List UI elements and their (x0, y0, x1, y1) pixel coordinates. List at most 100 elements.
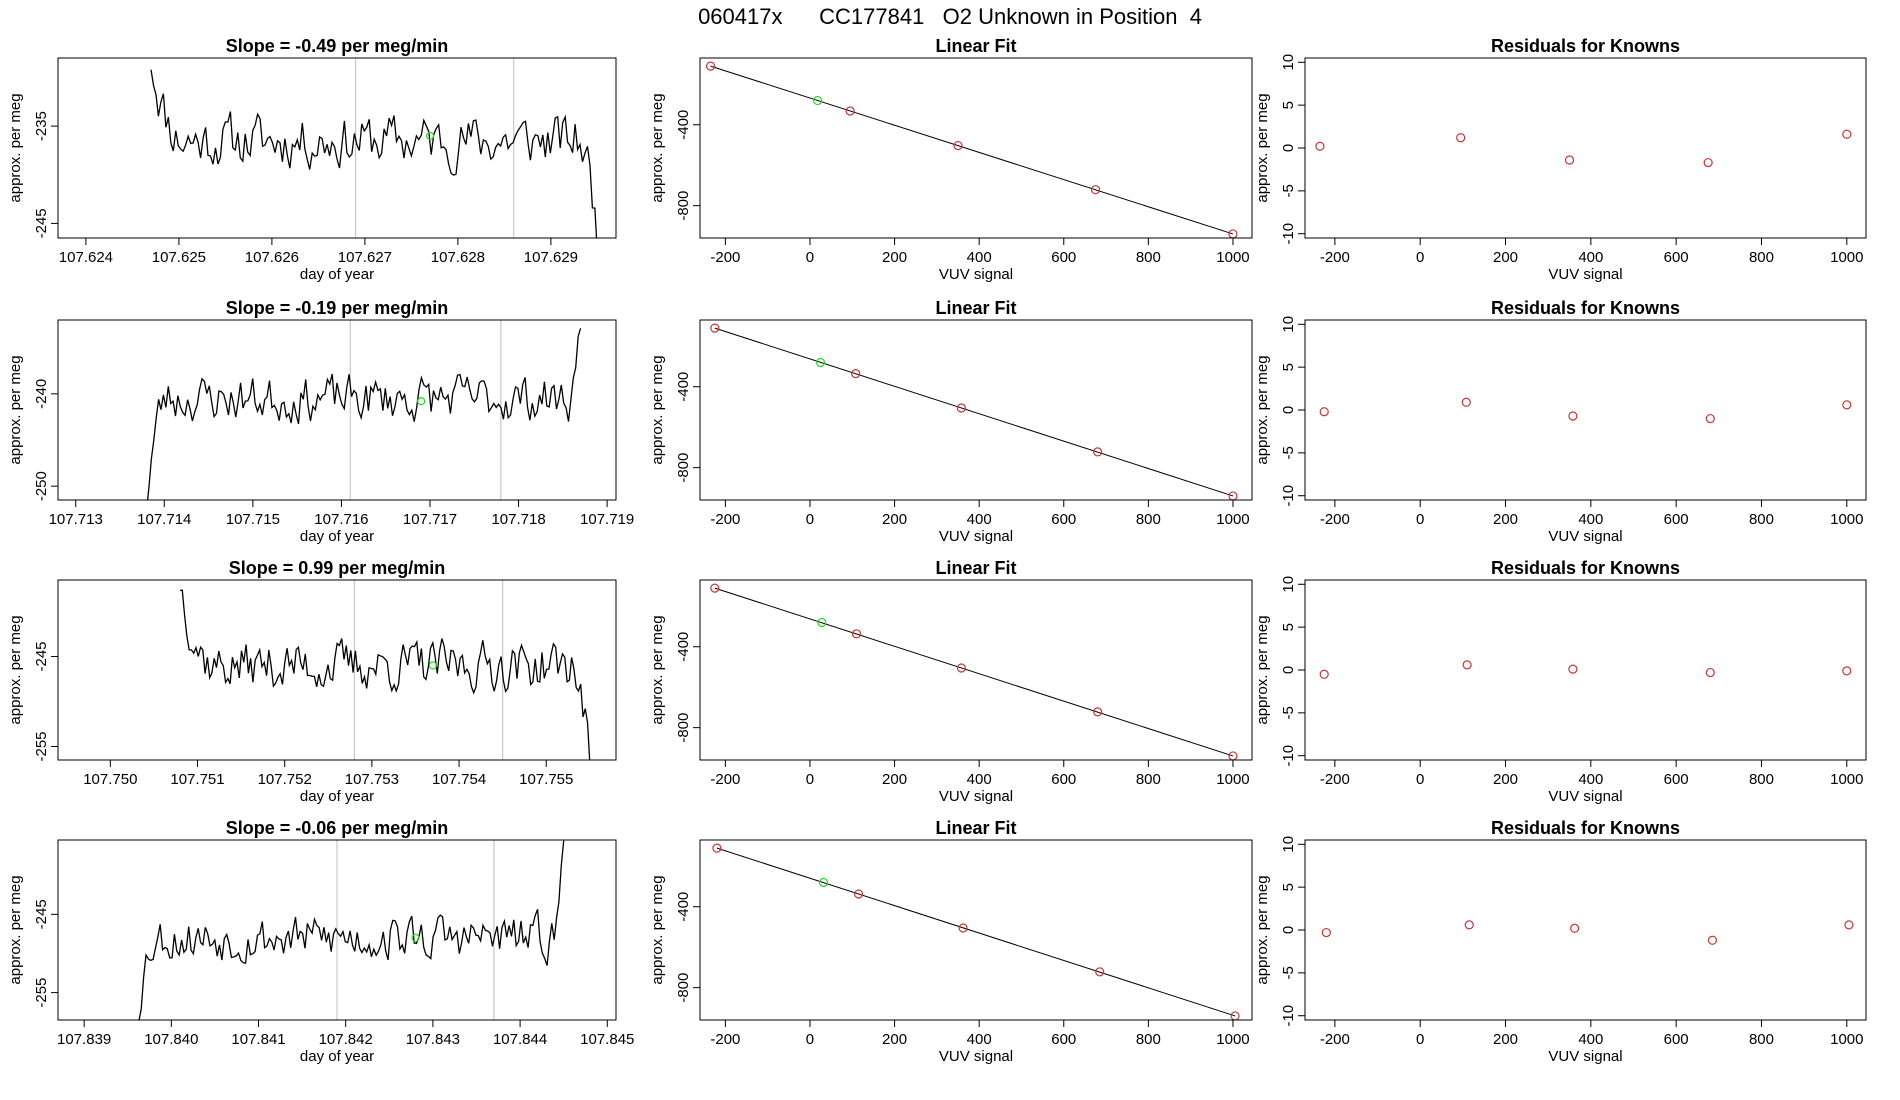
y-tick-label: -5 (1280, 446, 1297, 459)
known-point (1093, 707, 1103, 717)
panel-title: Linear Fit (935, 36, 1016, 56)
y-tick-label: -400 (675, 892, 692, 922)
y-tick-label: -5 (1280, 706, 1297, 719)
x-tick-label: 600 (1664, 249, 1689, 266)
panel-title: Linear Fit (935, 558, 1016, 578)
y-axis-label: approx. per meg (7, 875, 24, 984)
x-tick-label: 0 (806, 511, 814, 528)
y-tick-label: -245 (33, 641, 50, 671)
x-tick-label: 0 (806, 771, 814, 788)
x-tick-label: 107.754 (432, 771, 486, 788)
y-tick-label: -245 (33, 899, 50, 929)
signal-trace (150, 69, 598, 238)
x-tick-label: 600 (1051, 1031, 1076, 1048)
y-axis-label: approx. per meg (7, 355, 24, 464)
residual-point (1568, 411, 1578, 421)
known-point (958, 923, 968, 933)
plot-area (1315, 129, 1852, 168)
fit-line (710, 65, 1234, 235)
residual-point (1842, 129, 1852, 139)
x-tick-label: 600 (1051, 511, 1076, 528)
y-tick-label: 5 (1280, 363, 1297, 371)
y-tick-label: -240 (33, 379, 50, 409)
x-tick-label: 107.751 (170, 771, 224, 788)
x-tick-label: 107.844 (493, 1031, 547, 1048)
plot-area (146, 320, 582, 500)
x-axis-label: VUV signal (1548, 1048, 1622, 1065)
y-tick-label: -255 (33, 978, 50, 1008)
x-tick-label: 0 (806, 1031, 814, 1048)
panel-title: Slope = -0.06 per meg/min (226, 818, 449, 838)
x-tick-label: 107.715 (226, 511, 280, 528)
x-tick-label: 1000 (1216, 249, 1249, 266)
x-tick-label: 0 (1416, 1031, 1424, 1048)
panel-frame (1304, 839, 1867, 1021)
x-tick-label: 107.717 (403, 511, 457, 528)
x-axis-label: day of year (300, 788, 374, 805)
known-point (710, 583, 720, 593)
known-point (851, 368, 861, 379)
residuals-panel-2: Residuals for Knowns-200 0 200 400 600 800 100… (1254, 298, 1867, 545)
y-tick-label: -245 (33, 208, 50, 238)
y-tick-label: -800 (675, 191, 692, 221)
x-tick-label: 200 (882, 511, 907, 528)
x-tick-label: 107.718 (491, 511, 545, 528)
y-tick-label: -235 (33, 111, 50, 141)
known-point (1090, 185, 1101, 195)
x-tick-label: 200 (1493, 511, 1518, 528)
panel-frame (57, 319, 617, 501)
x-tick-label: 400 (967, 249, 992, 266)
fit-line (716, 847, 1236, 1017)
figure-title: 060417x CC177841 O2 Unknown in Position … (698, 4, 1202, 29)
x-tick-label: 200 (882, 1031, 907, 1048)
x-tick-label: 400 (1578, 1031, 1603, 1048)
known-point (956, 663, 967, 673)
y-tick-label: 0 (1280, 926, 1297, 934)
panel-title: Residuals for Knowns (1491, 818, 1680, 838)
y-tick-label: 5 (1280, 623, 1297, 631)
x-tick-label: 1000 (1830, 771, 1863, 788)
y-tick-label: -250 (33, 471, 50, 501)
y-tick-label: 5 (1280, 101, 1297, 109)
unknown-marker (428, 661, 438, 670)
plot-area (1319, 397, 1852, 424)
signal-trace (138, 840, 565, 1020)
x-tick-label: 200 (1493, 1031, 1518, 1048)
x-tick-label: -200 (710, 249, 740, 266)
x-axis-label: VUV signal (939, 1048, 1013, 1065)
x-axis-label: VUV signal (1548, 266, 1622, 283)
residual-point (1315, 141, 1325, 151)
panel-title: Residuals for Knowns (1491, 298, 1680, 318)
x-tick-label: -200 (1320, 1031, 1350, 1048)
y-axis-label: approx. per meg (649, 875, 666, 984)
residual-point (1707, 935, 1718, 945)
x-tick-label: 107.750 (83, 771, 137, 788)
x-tick-label: 400 (967, 771, 992, 788)
fit-line (714, 587, 1234, 757)
x-tick-label: 200 (1493, 249, 1518, 266)
x-tick-label: -200 (1320, 249, 1350, 266)
x-tick-label: 107.753 (345, 771, 399, 788)
x-tick-label: 600 (1051, 771, 1076, 788)
unknown-point (815, 357, 826, 368)
panel-title: Residuals for Knowns (1491, 36, 1680, 56)
known-point (710, 323, 720, 333)
y-tick-label: -10 (1280, 1005, 1297, 1027)
y-tick-label: -400 (675, 632, 692, 662)
x-tick-label: 400 (967, 1031, 992, 1048)
panel-frame (1304, 319, 1867, 501)
y-tick-label: 5 (1280, 883, 1297, 891)
residual-point (1570, 923, 1580, 933)
x-tick-label: 1000 (1216, 511, 1249, 528)
y-tick-label: -800 (675, 973, 692, 1003)
x-tick-label: 400 (967, 511, 992, 528)
plot-area (705, 61, 1238, 238)
panel-frame (1304, 57, 1867, 239)
known-point (1095, 967, 1105, 977)
x-tick-label: 0 (1416, 771, 1424, 788)
panel-title: Slope = 0.99 per meg/min (229, 558, 446, 578)
x-tick-label: 800 (1136, 511, 1161, 528)
unknown-point (818, 877, 829, 888)
y-axis-label: approx. per meg (1254, 875, 1271, 984)
y-tick-label: 0 (1280, 144, 1297, 152)
